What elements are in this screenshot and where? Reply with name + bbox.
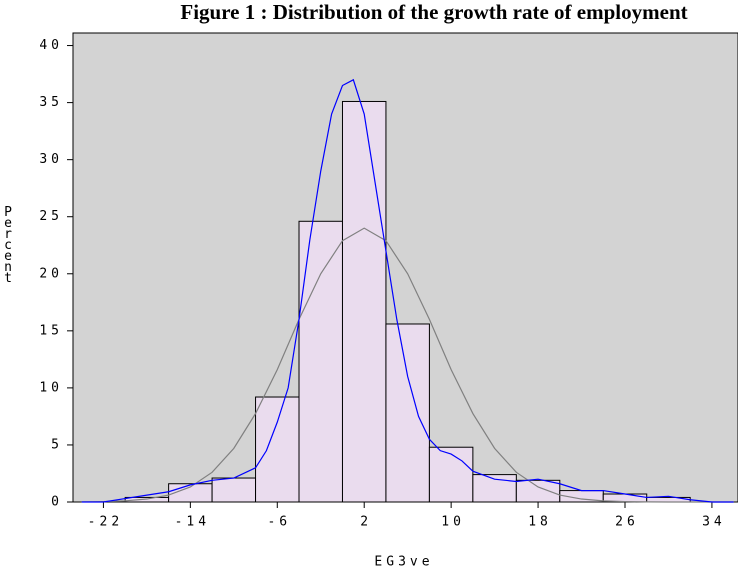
y-tick-label: 25 <box>39 209 63 224</box>
y-tick-label: 15 <box>39 323 63 338</box>
x-tick-label: -22 <box>88 515 123 530</box>
x-axis-label: EG3ve <box>374 555 433 570</box>
y-tick-label: 35 <box>39 95 63 110</box>
y-tick-label: 20 <box>39 266 63 281</box>
y-tick-label: 10 <box>39 380 63 395</box>
x-tick-label: -6 <box>267 515 291 530</box>
y-tick-label: 40 <box>39 38 63 53</box>
x-tick-label: 18 <box>528 515 552 530</box>
x-tick-label: 26 <box>615 515 639 530</box>
y-tick-label: 5 <box>51 437 63 452</box>
x-tick-label: -14 <box>175 515 210 530</box>
bar <box>298 220 343 503</box>
bar <box>428 446 474 503</box>
x-tick-label: 10 <box>441 515 465 530</box>
x-tick-label: 34 <box>702 515 726 530</box>
bar <box>515 479 561 503</box>
chart-title: Figure 1 : Distribution of the growth ra… <box>180 0 687 24</box>
y-tick-label: 0 <box>51 495 63 510</box>
bar <box>385 323 430 503</box>
bar <box>255 396 300 503</box>
bar <box>341 100 387 503</box>
density-curve <box>81 227 734 503</box>
bar <box>211 477 257 503</box>
x-tick-label: 2 <box>360 515 372 530</box>
density-curve <box>81 78 734 503</box>
y-tick-label: 30 <box>39 152 63 167</box>
